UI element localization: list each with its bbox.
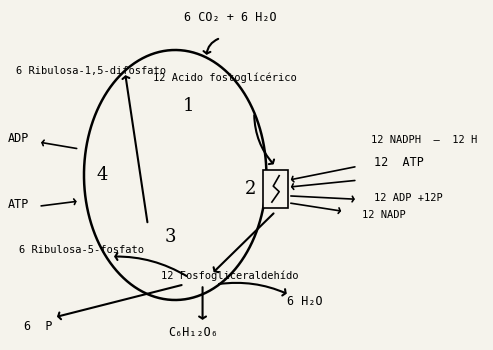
Text: 3: 3: [165, 229, 176, 246]
Text: 6 CO₂ + 6 H₂O: 6 CO₂ + 6 H₂O: [183, 10, 276, 23]
Text: 12 ADP +12P: 12 ADP +12P: [374, 193, 442, 203]
Text: 6 H₂O: 6 H₂O: [287, 295, 323, 308]
Text: 12 Acido fostoglícérico: 12 Acido fostoglícérico: [153, 72, 297, 83]
Text: 6  P: 6 P: [24, 320, 53, 332]
Text: ATP: ATP: [8, 198, 29, 211]
Text: ADP: ADP: [8, 132, 29, 145]
Text: 12 NADPH  –  12 H: 12 NADPH – 12 H: [371, 135, 478, 145]
Text: 12  ATP: 12 ATP: [374, 156, 423, 169]
Bar: [263, 170, 288, 208]
Text: 12 Fosfogliceraldehído: 12 Fosfogliceraldehído: [161, 271, 299, 281]
Text: 6 Ribulosa-1,5-difosfato: 6 Ribulosa-1,5-difosfato: [16, 66, 166, 76]
Text: 4: 4: [97, 166, 108, 184]
Text: 1: 1: [183, 97, 195, 114]
Text: 2: 2: [245, 180, 256, 198]
Text: C₆H₁₂O₆: C₆H₁₂O₆: [169, 327, 218, 340]
Text: 12 NADP: 12 NADP: [362, 210, 406, 220]
Text: 6 Ribulosa-5-fosfato: 6 Ribulosa-5-fosfato: [19, 245, 144, 255]
